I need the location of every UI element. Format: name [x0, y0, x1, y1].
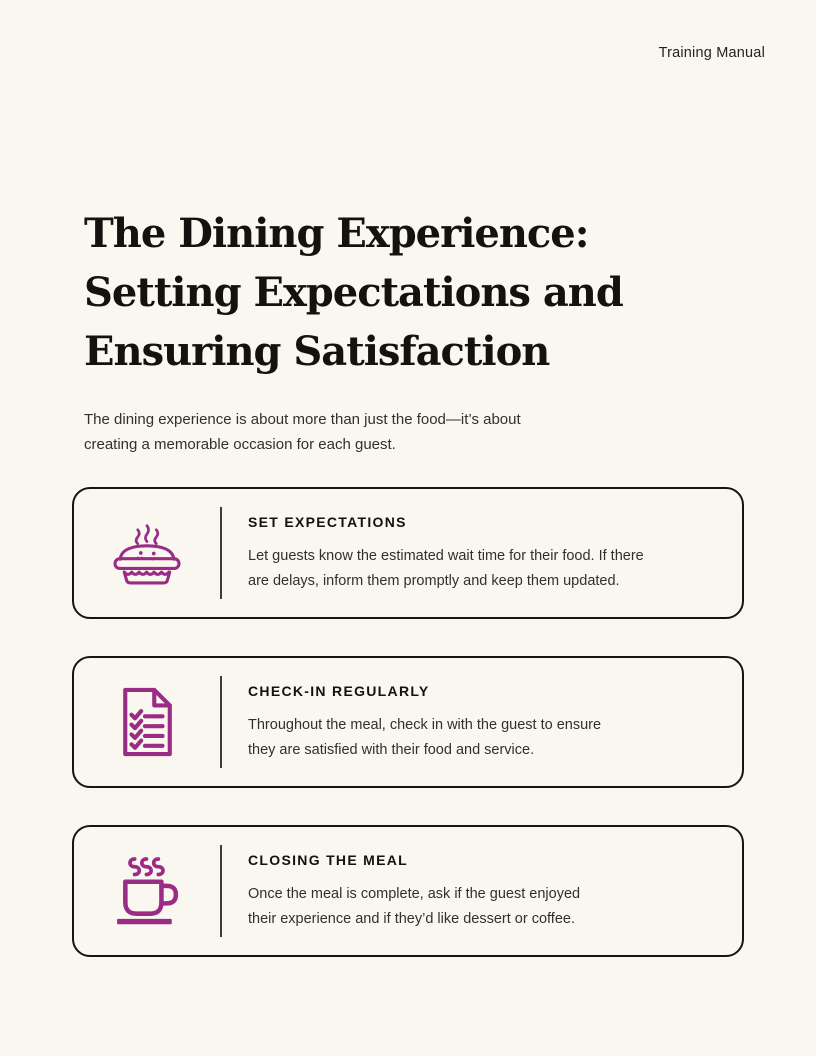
checklist-icon: [123, 687, 172, 757]
card-body-line-2: their experience and if they’d like dess…: [248, 911, 575, 927]
intro-line-2: creating a memorable occasion for each g…: [84, 436, 396, 453]
tip-cards: SET EXPECTATIONS Let guests know the est…: [72, 487, 744, 957]
card-icon-box: [74, 489, 220, 617]
page-title-line-3: Ensuring Satisfaction: [84, 328, 550, 375]
vertical-divider: [220, 845, 222, 937]
page-title-line-1: The Dining Experience:: [84, 210, 589, 257]
document-type-label: Training Manual: [658, 45, 765, 61]
intro-line-1: The dining experience is about more than…: [84, 411, 521, 428]
card-content: CHECK-IN REGULARLY Throughout the meal, …: [222, 658, 742, 786]
page-title: The Dining Experience: Setting Expectati…: [84, 204, 624, 381]
card-check-in-regularly: CHECK-IN REGULARLY Throughout the meal, …: [72, 656, 744, 788]
card-body-line-2: they are satisfied with their food and s…: [248, 742, 535, 758]
card-title: CLOSING THE MEAL: [248, 852, 409, 868]
coffee-cup-icon: [117, 857, 179, 925]
card-set-expectations: SET EXPECTATIONS Let guests know the est…: [72, 487, 744, 619]
vertical-divider: [220, 676, 222, 768]
card-body-line-1: Let guests know the estimated wait time …: [248, 548, 644, 564]
card-body: Once the meal is complete, ask if the gu…: [248, 882, 722, 932]
card-content: SET EXPECTATIONS Let guests know the est…: [222, 489, 742, 617]
page-title-line-2: Setting Expectations and: [84, 269, 624, 316]
card-closing-the-meal: CLOSING THE MEAL Once the meal is comple…: [72, 825, 744, 957]
pie-icon: [113, 524, 181, 585]
card-title: CHECK-IN REGULARLY: [248, 683, 430, 699]
card-body: Let guests know the estimated wait time …: [248, 544, 722, 594]
card-body: Throughout the meal, check in with the g…: [248, 713, 722, 763]
vertical-divider: [220, 507, 222, 599]
card-body-line-1: Throughout the meal, check in with the g…: [248, 717, 602, 733]
intro-paragraph: The dining experience is about more than…: [84, 407, 521, 457]
card-icon-box: [74, 827, 220, 955]
card-content: CLOSING THE MEAL Once the meal is comple…: [222, 827, 742, 955]
card-title: SET EXPECTATIONS: [248, 514, 407, 530]
card-icon-box: [74, 658, 220, 786]
card-body-line-2: are delays, inform them promptly and kee…: [248, 573, 620, 589]
card-body-line-1: Once the meal is complete, ask if the gu…: [248, 886, 581, 902]
